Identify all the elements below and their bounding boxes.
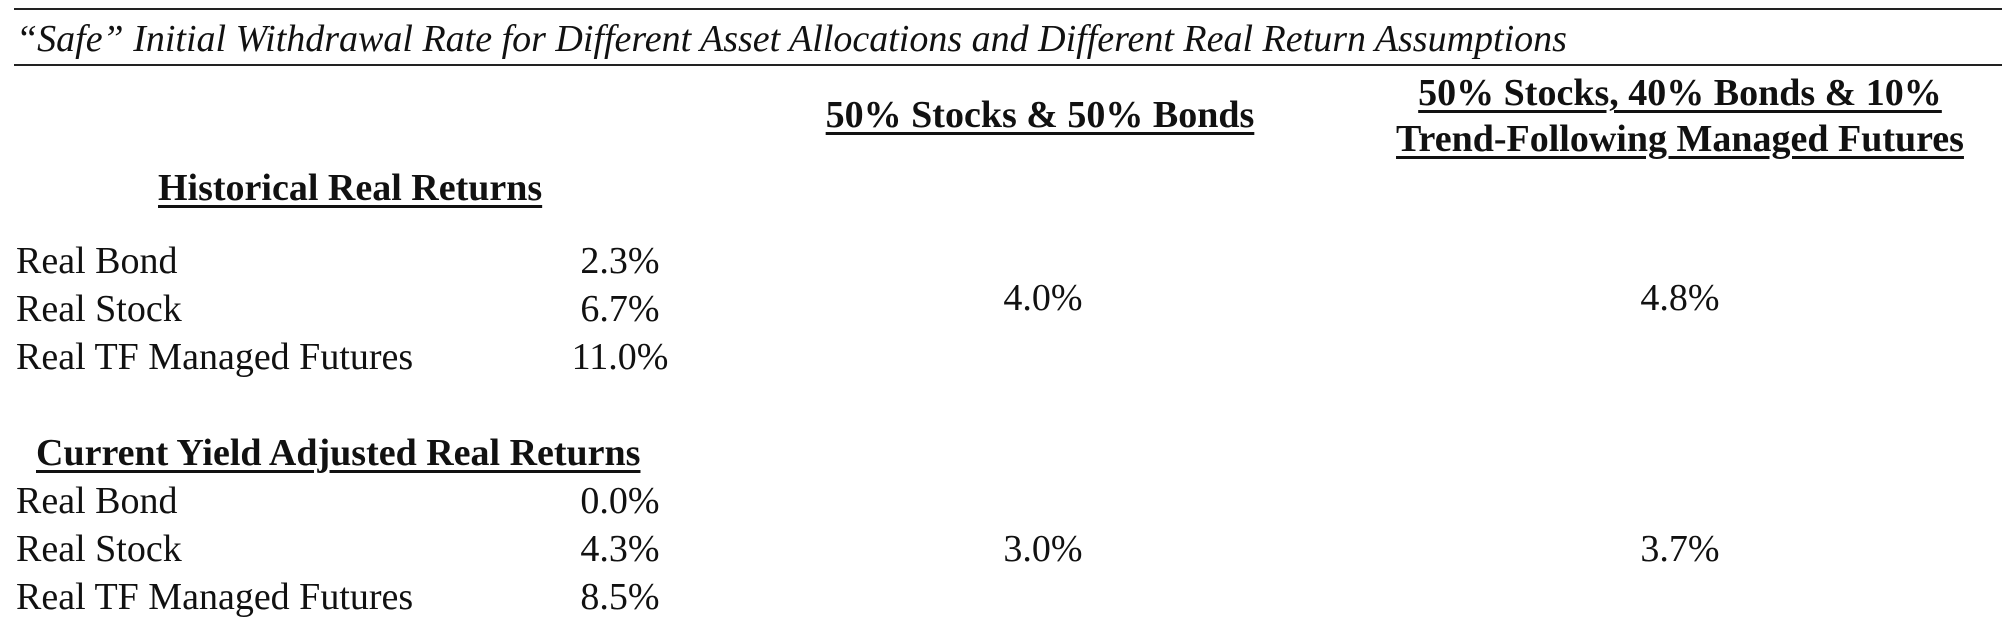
- column-header-50-50: 50% Stocks & 50% Bonds: [825, 94, 1255, 136]
- current-label-real-bond: Real Bond: [16, 480, 178, 522]
- historical-value-real-stock: 6.7%: [580, 288, 660, 330]
- historical-value-real-bond: 2.3%: [580, 240, 660, 282]
- title-rule: [14, 64, 2002, 66]
- historical-label-real-tf: Real TF Managed Futures: [16, 336, 414, 378]
- historical-value-real-tf: 11.0%: [571, 336, 669, 378]
- current-value-real-tf: 8.5%: [580, 576, 660, 618]
- column-header-tf-line2: Trend-Following Managed Futures: [1396, 118, 1964, 160]
- historical-label-real-stock: Real Stock: [16, 288, 182, 330]
- historical-label-real-bond: Real Bond: [16, 240, 178, 282]
- current-label-real-tf: Real TF Managed Futures: [16, 576, 414, 618]
- top-rule: [14, 8, 2002, 10]
- current-result-tf: 3.7%: [1640, 528, 1720, 570]
- table-title: “Safe” Initial Withdrawal Rate for Diffe…: [16, 18, 1567, 60]
- current-value-real-bond: 0.0%: [580, 480, 660, 522]
- column-header-tf-line1: 50% Stocks, 40% Bonds & 10%: [1418, 72, 1942, 114]
- current-result-50-50: 3.0%: [1003, 528, 1083, 570]
- current-value-real-stock: 4.3%: [580, 528, 660, 570]
- current-heading: Current Yield Adjusted Real Returns: [36, 432, 641, 474]
- historical-result-tf: 4.8%: [1640, 277, 1720, 319]
- historical-heading: Historical Real Returns: [158, 167, 543, 209]
- historical-result-50-50: 4.0%: [1003, 277, 1083, 319]
- current-label-real-stock: Real Stock: [16, 528, 182, 570]
